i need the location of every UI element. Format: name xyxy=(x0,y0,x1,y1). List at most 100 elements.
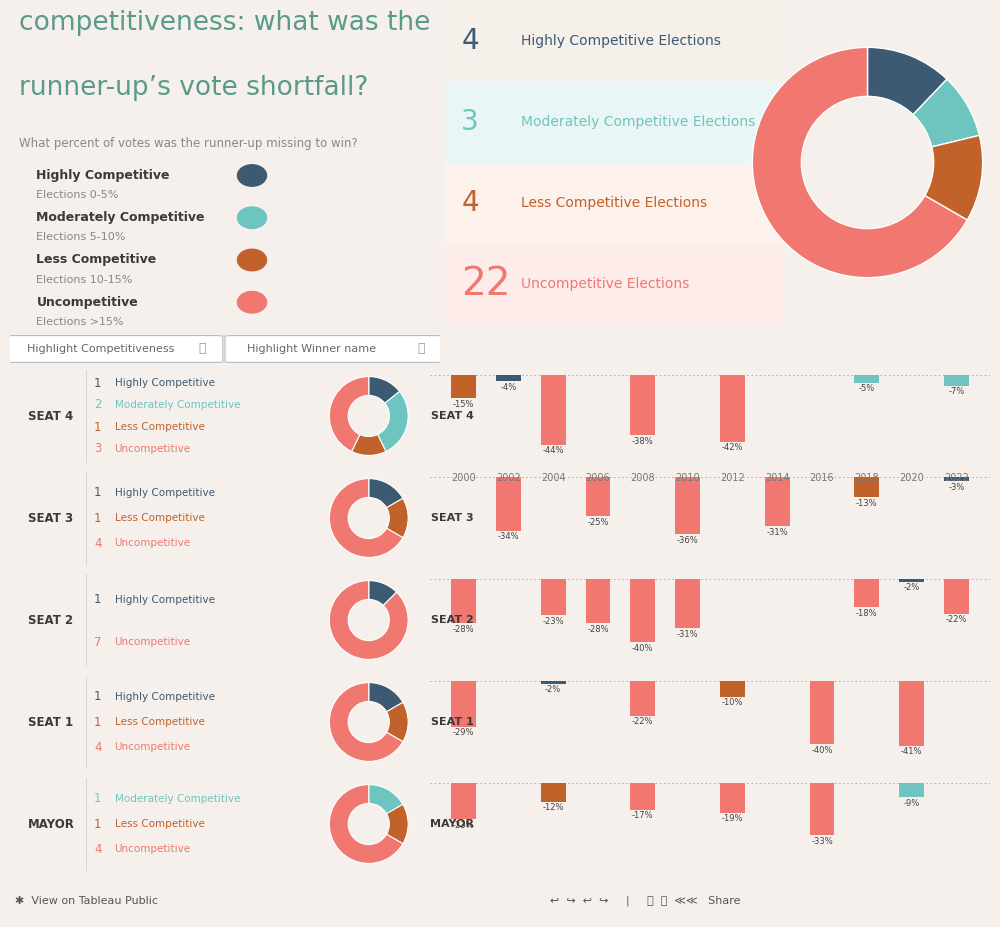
Text: SEAT 1: SEAT 1 xyxy=(28,716,74,729)
Text: ✱  View on Tableau Public: ✱ View on Tableau Public xyxy=(15,895,158,906)
Text: -31%: -31% xyxy=(766,527,788,537)
Text: 1: 1 xyxy=(94,818,102,831)
Text: ↩  ↪  ↩  ↪     |     ⬜  ⬛  ≪≪   Share: ↩ ↪ ↩ ↪ | ⬜ ⬛ ≪≪ Share xyxy=(550,895,740,906)
Bar xyxy=(899,680,924,746)
Text: Highlight Competitiveness: Highlight Competitiveness xyxy=(27,344,175,354)
Text: 1: 1 xyxy=(94,377,102,390)
Text: 4: 4 xyxy=(461,27,479,55)
Text: Less Competitive: Less Competitive xyxy=(36,253,157,266)
Text: Less Competitive: Less Competitive xyxy=(115,819,204,829)
Text: -5%: -5% xyxy=(859,384,875,393)
Text: -22%: -22% xyxy=(946,616,967,624)
Bar xyxy=(765,476,790,526)
Text: Highly Competitive: Highly Competitive xyxy=(115,594,215,604)
Text: -28%: -28% xyxy=(587,625,609,634)
Text: Highly Competitive: Highly Competitive xyxy=(115,378,215,388)
Text: SEAT 3: SEAT 3 xyxy=(28,512,74,525)
Text: 1: 1 xyxy=(94,593,102,606)
Bar xyxy=(445,162,783,244)
Wedge shape xyxy=(378,391,408,451)
FancyBboxPatch shape xyxy=(6,336,223,362)
Text: 4: 4 xyxy=(94,843,102,856)
Text: 3: 3 xyxy=(461,108,479,136)
Text: 2008: 2008 xyxy=(630,474,655,483)
Text: competitiveness: what was the: competitiveness: what was the xyxy=(19,10,430,36)
Text: 22: 22 xyxy=(461,265,511,303)
Wedge shape xyxy=(369,478,403,508)
Text: -25%: -25% xyxy=(587,518,609,527)
Text: 2000: 2000 xyxy=(451,474,476,483)
Text: -36%: -36% xyxy=(677,536,698,544)
Text: -18%: -18% xyxy=(856,609,878,617)
Wedge shape xyxy=(352,435,386,455)
Wedge shape xyxy=(913,79,979,146)
Text: 1: 1 xyxy=(94,486,102,499)
Wedge shape xyxy=(369,580,397,605)
Text: Uncompetitive: Uncompetitive xyxy=(115,444,191,453)
Text: -42%: -42% xyxy=(722,443,743,452)
Text: Less Competitive Elections: Less Competitive Elections xyxy=(521,197,707,210)
Circle shape xyxy=(237,291,267,313)
Text: -12%: -12% xyxy=(542,804,564,812)
Text: -2%: -2% xyxy=(545,685,561,694)
Text: -29%: -29% xyxy=(453,729,474,737)
Bar xyxy=(899,578,924,582)
Wedge shape xyxy=(329,376,369,451)
Bar xyxy=(899,782,924,797)
Text: -23%: -23% xyxy=(542,616,564,626)
Text: 2006: 2006 xyxy=(586,474,610,483)
Text: -40%: -40% xyxy=(811,746,833,755)
Text: -44%: -44% xyxy=(542,446,564,455)
Wedge shape xyxy=(369,784,403,814)
Text: Moderately Competitive: Moderately Competitive xyxy=(115,400,240,410)
Bar xyxy=(445,82,783,162)
Wedge shape xyxy=(925,135,983,220)
Text: Highly Competitive: Highly Competitive xyxy=(36,169,170,182)
Bar xyxy=(630,680,655,716)
Bar xyxy=(675,476,700,534)
Bar xyxy=(854,578,879,607)
Text: -22%: -22% xyxy=(632,717,654,726)
Text: 2: 2 xyxy=(94,399,102,412)
Bar xyxy=(445,0,783,82)
Bar xyxy=(451,578,476,623)
Text: -13%: -13% xyxy=(856,499,878,508)
Text: SEAT 4: SEAT 4 xyxy=(28,410,74,423)
Text: -38%: -38% xyxy=(632,437,654,446)
Wedge shape xyxy=(329,784,403,863)
Text: Elections 5-10%: Elections 5-10% xyxy=(36,233,126,242)
Bar xyxy=(541,578,566,616)
Text: What percent of votes was the runner-up missing to win?: What percent of votes was the runner-up … xyxy=(19,136,358,149)
Bar xyxy=(675,578,700,628)
Text: SEAT 2: SEAT 2 xyxy=(431,615,474,625)
Text: 1: 1 xyxy=(94,690,102,703)
Bar xyxy=(944,375,969,386)
Bar xyxy=(720,680,745,696)
Text: 2010: 2010 xyxy=(675,474,700,483)
Bar xyxy=(541,782,566,802)
Text: 4: 4 xyxy=(461,189,479,217)
Text: Less Competitive: Less Competitive xyxy=(115,717,204,727)
Text: Moderately Competitive: Moderately Competitive xyxy=(115,794,240,804)
Wedge shape xyxy=(329,682,403,761)
Text: ⌕: ⌕ xyxy=(417,342,425,355)
Bar xyxy=(496,375,521,381)
Bar xyxy=(451,680,476,727)
Text: 2022: 2022 xyxy=(944,474,969,483)
Text: Highly Competitive: Highly Competitive xyxy=(115,692,215,702)
Text: 1: 1 xyxy=(94,421,102,434)
Text: 4: 4 xyxy=(94,741,102,754)
Text: 7: 7 xyxy=(94,636,102,649)
Wedge shape xyxy=(369,376,400,403)
Text: -19%: -19% xyxy=(722,815,743,823)
Text: MAYOR: MAYOR xyxy=(28,818,74,831)
Text: -15%: -15% xyxy=(453,400,474,409)
Wedge shape xyxy=(329,478,403,557)
Text: -40%: -40% xyxy=(632,644,654,653)
Text: 4: 4 xyxy=(94,537,102,550)
Text: Elections 0-5%: Elections 0-5% xyxy=(36,190,119,200)
Wedge shape xyxy=(387,499,408,538)
Text: 2012: 2012 xyxy=(720,474,745,483)
Bar xyxy=(944,476,969,481)
Text: Uncompetitive: Uncompetitive xyxy=(115,743,191,753)
